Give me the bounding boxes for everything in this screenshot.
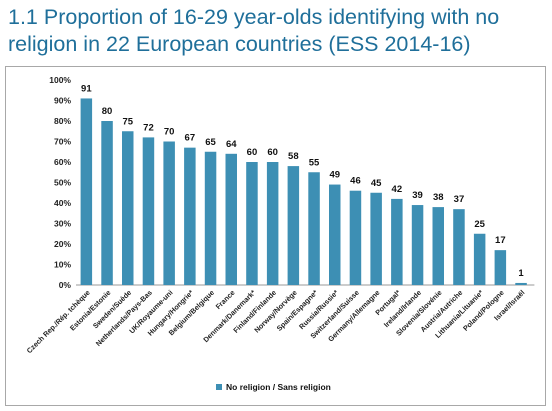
data-label: 70	[164, 127, 175, 138]
bar	[329, 184, 341, 285]
y-tick-label: 10%	[54, 260, 71, 270]
data-label: 64	[226, 139, 237, 150]
data-label: 67	[185, 133, 196, 144]
y-tick-label: 60%	[54, 157, 71, 167]
legend-swatch	[216, 384, 222, 390]
data-label: 1	[518, 268, 524, 279]
data-label: 25	[474, 219, 485, 230]
data-label: 39	[412, 190, 423, 201]
y-tick-label: 0%	[59, 280, 72, 290]
y-tick-label: 90%	[54, 96, 71, 106]
data-label: 91	[81, 83, 92, 94]
y-tick-label: 70%	[54, 137, 71, 147]
data-label: 42	[392, 184, 403, 195]
data-label: 80	[102, 106, 113, 117]
bar	[225, 153, 237, 285]
bar-chart: 0%10%20%30%40%50%60%70%80%90%100%91Czech…	[25, 75, 535, 392]
bar	[80, 98, 93, 285]
data-label: 17	[495, 235, 506, 246]
data-label: 72	[143, 122, 154, 133]
bar	[391, 198, 403, 285]
y-tick-label: 80%	[54, 116, 71, 126]
bar	[287, 166, 300, 285]
data-label: 37	[454, 194, 465, 205]
bar	[204, 151, 217, 285]
bar	[122, 131, 134, 285]
bar	[308, 172, 320, 285]
data-label: 38	[433, 192, 444, 203]
data-label: 46	[350, 176, 361, 187]
data-label: 49	[329, 170, 340, 181]
bar	[370, 192, 382, 285]
bar	[515, 282, 527, 285]
bar	[432, 207, 444, 285]
data-label: 65	[205, 137, 216, 148]
bar	[349, 190, 362, 285]
bar	[411, 205, 424, 285]
bar	[494, 250, 507, 285]
bar	[246, 162, 258, 285]
y-tick-label: 20%	[54, 239, 71, 249]
data-label: 45	[371, 178, 382, 189]
bar	[266, 162, 279, 285]
data-label: 60	[247, 147, 258, 158]
legend-label: No religion / Sans religion	[226, 382, 331, 392]
data-label: 55	[309, 157, 320, 168]
y-tick-label: 40%	[54, 198, 71, 208]
bar	[101, 121, 113, 285]
bar	[163, 141, 175, 285]
y-tick-label: 100%	[49, 75, 71, 85]
y-tick-label: 30%	[54, 219, 71, 229]
chart-frame: 0% 10% 20% 30% 40% 50% 60% 70% 80% 90% 100% 91 Czech…	[5, 66, 546, 406]
bar	[142, 137, 155, 285]
data-label: 58	[288, 151, 299, 162]
data-label: 75	[122, 116, 133, 127]
page-title: 1.1 Proportion of 16-29 year-olds identi…	[8, 5, 500, 56]
bar	[184, 147, 196, 285]
bar	[453, 209, 465, 285]
data-label: 60	[267, 147, 278, 158]
y-tick-label: 50%	[54, 178, 71, 188]
bar	[473, 233, 486, 285]
